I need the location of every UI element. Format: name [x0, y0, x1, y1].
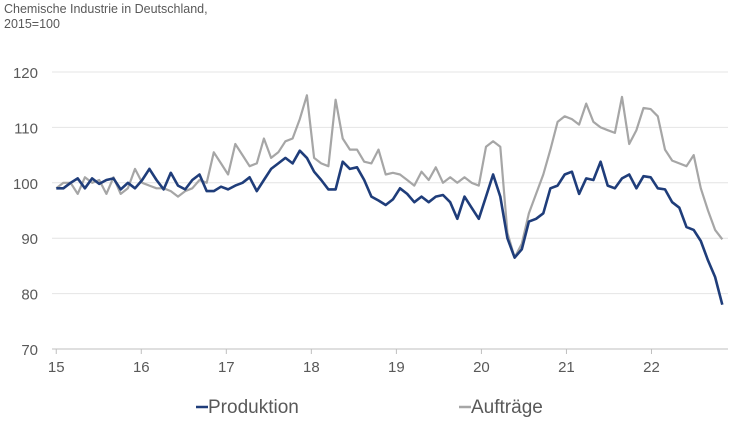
legend-label: Produktion — [208, 397, 299, 418]
y-tick-label: 110 — [14, 120, 38, 137]
x-tick-label: 21 — [558, 359, 575, 376]
y-axis-ticks: 70 80 90 100 110 120 — [13, 65, 38, 359]
x-tick-label: 15 — [48, 359, 65, 376]
x-tick-label: 17 — [218, 359, 235, 376]
y-tick-label: 70 — [21, 342, 38, 359]
legend-label: Aufträge — [471, 397, 543, 418]
x-axis-ticks: 15 16 17 18 19 20 21 22 — [48, 359, 660, 376]
x-tick-label: 16 — [133, 359, 150, 376]
y-tick-label: 100 — [13, 176, 38, 193]
y-tick-label: 80 — [21, 287, 38, 304]
y-tick-label: 120 — [13, 65, 38, 82]
x-tick-label: 22 — [643, 359, 660, 376]
x-tick-label: 20 — [473, 359, 490, 376]
series-line-auftraege — [55, 94, 724, 259]
legend: Produktion Aufträge — [196, 397, 543, 418]
y-tick-label: 90 — [21, 231, 38, 248]
chart-subtitle: 2015=100 — [4, 17, 60, 31]
x-tick-label: 18 — [303, 359, 320, 376]
chart-title: Chemische Industrie in Deutschland, — [4, 2, 208, 16]
gridlines — [52, 71, 728, 295]
x-axis — [52, 348, 728, 354]
series-lines — [55, 94, 724, 306]
series-line-produktion — [56, 149, 724, 306]
x-tick-label: 19 — [388, 359, 405, 376]
